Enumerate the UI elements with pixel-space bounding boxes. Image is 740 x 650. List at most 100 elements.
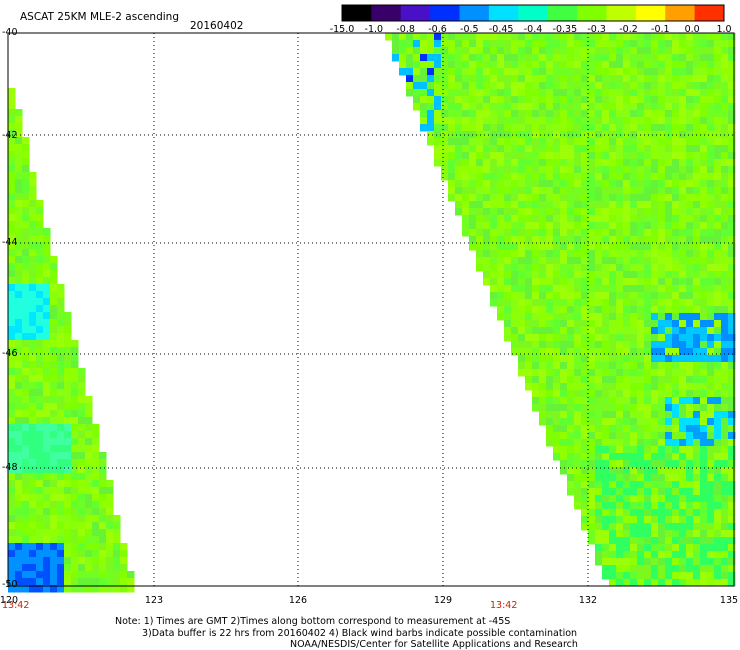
swath-cell bbox=[29, 459, 37, 467]
swath-cell bbox=[679, 110, 687, 118]
swath-cell bbox=[532, 131, 540, 139]
swath-cell bbox=[71, 459, 79, 467]
swath-cell bbox=[623, 509, 631, 517]
swath-cell bbox=[616, 208, 624, 216]
swath-cell bbox=[644, 460, 652, 468]
swath-cell bbox=[462, 117, 470, 125]
swath-cell bbox=[637, 299, 645, 307]
swath-cell bbox=[29, 228, 37, 236]
swath-cell bbox=[92, 466, 100, 474]
swath-cell bbox=[57, 319, 65, 327]
swath-cell bbox=[693, 376, 701, 384]
swath-cell bbox=[616, 124, 624, 132]
swath-cell bbox=[43, 249, 51, 257]
swath-cell bbox=[92, 431, 100, 439]
swath-cell bbox=[441, 110, 449, 118]
swath-cell bbox=[581, 159, 589, 167]
swath-cell bbox=[672, 194, 680, 202]
swath-cell bbox=[700, 411, 708, 419]
swath-cell bbox=[686, 362, 694, 370]
swath-cell bbox=[518, 173, 526, 181]
swath-cell bbox=[50, 501, 58, 509]
swath-cell bbox=[686, 418, 694, 426]
swath-cell bbox=[602, 530, 610, 538]
swath-cell bbox=[679, 523, 687, 531]
swath-cell bbox=[574, 432, 582, 440]
swath-cell bbox=[560, 152, 568, 160]
swath-cell bbox=[427, 110, 435, 118]
swath-cell bbox=[609, 565, 617, 573]
swath-cell bbox=[553, 446, 561, 454]
swath-cell bbox=[532, 40, 540, 48]
swath-cell bbox=[497, 285, 505, 293]
swath-cell bbox=[651, 334, 659, 342]
swath-cell bbox=[686, 299, 694, 307]
swath-cell bbox=[22, 291, 30, 299]
swath-cell bbox=[616, 201, 624, 209]
swath-cell bbox=[672, 173, 680, 181]
swath-cell bbox=[539, 264, 547, 272]
swath-cell bbox=[672, 33, 680, 41]
swath-cell bbox=[658, 250, 666, 258]
swath-cell bbox=[574, 229, 582, 237]
swath-cell bbox=[532, 117, 540, 125]
swath-cell bbox=[630, 523, 638, 531]
swath-cell bbox=[672, 579, 680, 587]
swath-cell bbox=[665, 460, 673, 468]
swath-cell bbox=[8, 508, 16, 516]
swath-cell bbox=[714, 348, 722, 356]
swath-cell bbox=[679, 61, 687, 69]
swath-cell bbox=[581, 481, 589, 489]
swath-cell bbox=[686, 348, 694, 356]
swath-cell bbox=[78, 466, 86, 474]
swath-cell bbox=[728, 299, 736, 307]
swath-cell bbox=[518, 313, 526, 321]
swath-cell bbox=[57, 417, 65, 425]
swath-cell bbox=[728, 446, 736, 454]
swath-cell bbox=[679, 229, 687, 237]
swath-cell bbox=[721, 103, 729, 111]
swath-cell bbox=[85, 410, 93, 418]
swath-cell bbox=[665, 117, 673, 125]
swath-cell bbox=[651, 453, 659, 461]
swath-cell bbox=[714, 425, 722, 433]
swath-cell bbox=[630, 152, 638, 160]
swath-cell bbox=[630, 411, 638, 419]
swath-cell bbox=[106, 508, 114, 516]
swath-cell bbox=[532, 201, 540, 209]
swath-cell bbox=[595, 103, 603, 111]
swath-cell bbox=[539, 187, 547, 195]
swath-cell bbox=[728, 572, 736, 580]
swath-cell bbox=[658, 264, 666, 272]
swath-cell bbox=[679, 103, 687, 111]
swath-cell bbox=[106, 501, 114, 509]
swath-cell bbox=[567, 474, 575, 482]
swath-cell bbox=[665, 383, 673, 391]
swath-cell bbox=[64, 389, 72, 397]
swath-cell bbox=[707, 488, 715, 496]
swath-cell bbox=[64, 368, 72, 376]
swath-cell bbox=[672, 47, 680, 55]
swath-cell bbox=[71, 382, 79, 390]
swath-cell bbox=[22, 333, 30, 341]
swath-cell bbox=[679, 173, 687, 181]
swath-cell bbox=[644, 551, 652, 559]
swath-cell bbox=[609, 537, 617, 545]
swath-cell bbox=[623, 229, 631, 237]
swath-cell bbox=[476, 201, 484, 209]
swath-cell bbox=[581, 166, 589, 174]
swath-cell bbox=[665, 453, 673, 461]
swath-cell bbox=[462, 54, 470, 62]
swath-cell bbox=[665, 201, 673, 209]
swath-cell bbox=[29, 508, 37, 516]
swath-cell bbox=[693, 341, 701, 349]
swath-cell bbox=[707, 299, 715, 307]
swath-cell bbox=[15, 263, 23, 271]
swath-cell bbox=[658, 61, 666, 69]
swath-cell bbox=[700, 306, 708, 314]
swath-cell bbox=[50, 529, 58, 537]
swath-cell bbox=[22, 494, 30, 502]
swath-cell bbox=[392, 33, 400, 41]
swath-cell bbox=[50, 480, 58, 488]
swath-cell bbox=[672, 565, 680, 573]
